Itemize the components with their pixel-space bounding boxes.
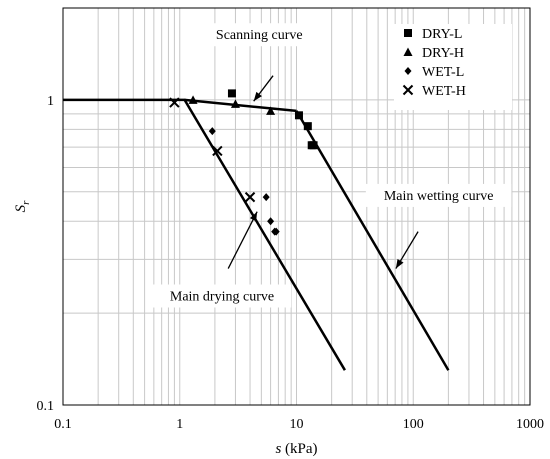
annotation-background xyxy=(152,284,292,308)
cross-stroke xyxy=(169,97,180,108)
x-tick-label: 100 xyxy=(403,417,424,432)
plot-area-frame xyxy=(62,7,531,406)
model-curves xyxy=(63,98,450,371)
legend-marker-dry-h xyxy=(403,47,413,56)
axis-titles: s (kPa) Sr xyxy=(13,200,318,457)
point-wet-h xyxy=(244,191,256,203)
point-wet-l xyxy=(208,127,216,136)
x-tick-label: 10 xyxy=(290,417,304,432)
annotation-label: Main drying curve xyxy=(170,290,274,305)
point-wet-l xyxy=(272,227,280,236)
annotation-arrow-head xyxy=(249,211,258,222)
annotation-scanning-curve: Scanning curve xyxy=(200,23,318,102)
x-tick-label: 0.1 xyxy=(54,417,72,432)
legend-marker-dry-l xyxy=(404,29,412,37)
legend-label-wet-h: WET-H xyxy=(422,84,466,99)
x-axis-title: s (kPa) xyxy=(275,441,317,457)
main-wetting-curve xyxy=(295,110,450,371)
legend-label-dry-l: DRY-L xyxy=(422,27,462,42)
annotation-main-wetting-curve: Main wetting curve xyxy=(365,183,512,269)
legend-label-dry-h: DRY-H xyxy=(422,46,464,61)
annotation-label: Main wetting curve xyxy=(384,189,494,204)
y-axis-title: Sr xyxy=(13,200,32,213)
point-dry-l xyxy=(294,111,303,120)
point-wet-h xyxy=(169,97,180,108)
data-points xyxy=(169,89,318,236)
annotation-background xyxy=(365,183,512,207)
annotation-arrow-head xyxy=(395,259,404,269)
point-dry-h xyxy=(230,99,240,108)
point-dry-l xyxy=(309,141,318,150)
annotation-main-drying-curve: Main drying curve xyxy=(152,211,292,308)
legend-label-wet-l: WET-L xyxy=(422,65,464,80)
point-wet-l xyxy=(267,217,275,226)
x-tick-label: 1 xyxy=(176,417,183,432)
annotation-arrow-head xyxy=(253,91,262,102)
cross-stroke xyxy=(212,145,223,157)
annotations: Scanning curve Main wetting curve Main dry… xyxy=(152,23,512,308)
scanning-curve xyxy=(184,98,297,113)
annotation-label: Scanning curve xyxy=(216,28,303,43)
y-tick-label: 0.1 xyxy=(37,399,55,414)
legend-marker-wet-l xyxy=(404,67,412,75)
point-dry-h xyxy=(266,106,276,115)
point-dry-l xyxy=(227,89,236,98)
legend-background xyxy=(394,24,512,110)
annotation-arrow-shaft xyxy=(227,211,258,269)
point-wet-l xyxy=(262,193,270,202)
point-wet-h xyxy=(212,145,223,157)
legend-marker-wet-h xyxy=(402,84,414,96)
y-tick-label: 1 xyxy=(47,94,54,109)
point-dry-h xyxy=(188,95,198,104)
legend: DRY-L DRY-H WET-L WET-H xyxy=(394,24,512,110)
cross-stroke xyxy=(244,191,256,203)
x-tick-label: 1000 xyxy=(516,417,544,432)
point-dry-l xyxy=(303,122,312,131)
main-drying-curve xyxy=(63,98,346,371)
tick-labels: 0.1 1 10 100 1000 0.1 1 xyxy=(37,94,545,432)
annotation-background xyxy=(200,23,318,47)
cross-stroke xyxy=(402,84,414,96)
